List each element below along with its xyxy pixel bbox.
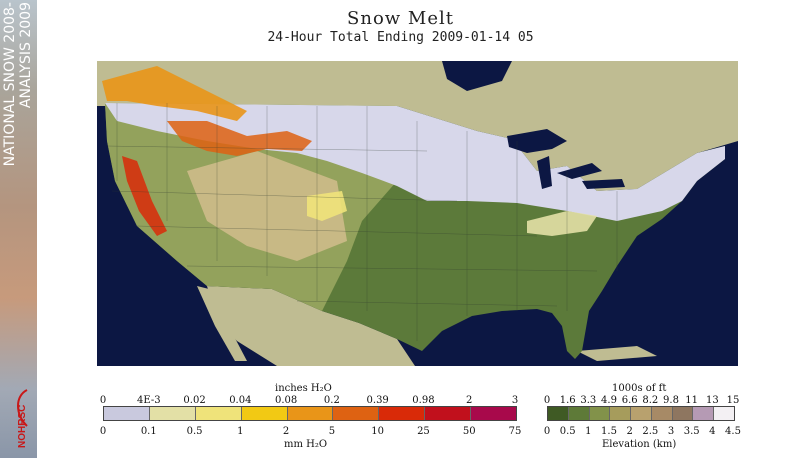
elevation_legend-swatch-3	[610, 407, 632, 420]
elev-top-unit: 1000s of ft	[612, 383, 667, 394]
elevation_legend-swatch-1	[568, 407, 590, 420]
great-lakes	[507, 129, 625, 189]
elevation_legend-top-tick-9: 15	[726, 395, 740, 406]
melt_legend-bottom-tick-2: 0.5	[186, 426, 203, 437]
elevation_legend-top-tick-0: 0	[543, 395, 551, 406]
melt_legend-swatch-8	[471, 407, 517, 420]
snow-melt-northwest	[102, 66, 247, 121]
melt-bottom-unit: mm H₂O	[284, 439, 328, 450]
melt_legend-swatch-6	[379, 407, 426, 420]
nohrsc-logo-text: NOHRSC	[17, 405, 28, 448]
elevation_legend-bottom-tick-2: 1	[585, 426, 592, 437]
melt_legend-bottom-tick-6: 10	[371, 426, 385, 437]
sidebar-banner: NATIONAL SNOW 2008- ANALYSIS 2009 NOHRSC	[0, 0, 37, 458]
elevation_legend-top-tick-7: 11	[685, 395, 699, 406]
melt_legend-top-tick-9: 3	[511, 395, 519, 406]
page-title: Snow Melt	[347, 8, 454, 29]
elevation_legend-swatch-5	[651, 407, 673, 420]
melt_legend-top-tick-6: 0.39	[366, 395, 389, 406]
melt_legend-bottom-tick-7: 25	[417, 426, 430, 437]
mexico-land	[207, 286, 415, 366]
melt_legend-swatch-5	[333, 407, 380, 420]
cuba-land	[577, 346, 657, 361]
melt_legend-top-tick-1: 4E-3	[136, 395, 161, 406]
melt_legend-bottom-tick-3: 1	[237, 426, 244, 437]
melt_legend-bottom-tick-0: 0	[99, 426, 107, 437]
melt_legend-swatch-7	[425, 407, 472, 420]
melt_legend-bottom-tick-4: 2	[282, 426, 290, 437]
elevation_legend-top-tick-6: 9.8	[663, 395, 679, 406]
melt_legend-bottom-tick-9: 75	[508, 426, 522, 437]
melt_legend-top-tick-3: 0.04	[229, 395, 252, 406]
melt_legend-swatch-4	[287, 407, 334, 420]
elevation_legend-bottom-tick-3: 1.5	[601, 426, 617, 437]
elevation_legend-top-tick-5: 8.2	[642, 395, 659, 406]
elevation_legend-swatch-6	[672, 407, 694, 420]
snow-melt-rockies	[167, 121, 312, 156]
melt_legend-swatch-2	[195, 407, 242, 420]
hudson-bay	[442, 61, 512, 91]
melt_legend-top-tick-7: 0.98	[412, 395, 435, 406]
elevation_legend-swatch-4	[631, 407, 652, 420]
page-subtitle: 24-Hour Total Ending 2009-01-14 05	[267, 30, 534, 45]
melt_legend-top-tick-2: 0.02	[183, 395, 206, 406]
elevation_legend-bottom-tick-9: 4.5	[725, 426, 741, 437]
elevation_legend-top-tick-2: 3.3	[580, 395, 597, 406]
elevation_legend-swatch-7	[693, 407, 715, 420]
elevation_legend-bottom-tick-7: 3.5	[683, 426, 700, 437]
elevation_legend-swatch-8	[714, 407, 735, 420]
state-borders	[106, 103, 618, 341]
melt_legend-swatch-3	[241, 407, 288, 420]
elevation_legend-swatch-0	[548, 407, 569, 420]
elevation_legend-bottom-tick-0: 0	[543, 426, 551, 437]
elevation_legend-bottom-tick-5: 2.5	[642, 426, 659, 437]
melt_legend-bottom-tick-5: 5	[328, 426, 336, 437]
elevation_legend-swatch-2	[589, 407, 611, 420]
melt-color-bar	[103, 406, 517, 421]
snow-cover-north	[105, 103, 725, 221]
baja-peninsula	[197, 286, 247, 361]
elevation_legend-bottom-tick-4: 2	[626, 426, 633, 437]
melt_legend-top-tick-0: 0	[99, 395, 107, 406]
melt_legend-bottom-tick-8: 50	[462, 426, 476, 437]
snow-melt-map	[97, 61, 738, 366]
melt_legend-swatch-0	[104, 407, 150, 420]
melt_legend-top-tick-8: 2	[466, 395, 473, 406]
elevation_legend-top-tick-1: 1.6	[559, 395, 576, 406]
elevation_legend-bottom-tick-8: 4	[709, 426, 716, 437]
elev-bottom-unit: Elevation (km)	[602, 439, 677, 450]
snow-melt-appalachia	[527, 211, 597, 236]
melt_legend-top-tick-4: 0.08	[274, 395, 298, 406]
canada-land	[97, 61, 738, 191]
melt_legend-bottom-tick-1: 0.1	[140, 426, 157, 437]
snow-melt-sierra	[122, 156, 167, 236]
melt-top-unit: inches H₂O	[275, 383, 332, 394]
elevation_legend-bottom-tick-1: 0.5	[559, 426, 576, 437]
melt_legend-top-tick-5: 0.2	[323, 395, 340, 406]
elevation_legend-top-tick-8: 13	[705, 395, 719, 406]
logo-swoosh-icon	[17, 389, 28, 427]
nohrsc-logo: NOHRSC	[17, 389, 28, 448]
melt_legend-swatch-1	[149, 407, 196, 420]
elevation_legend-bottom-tick-6: 3	[667, 426, 675, 437]
elevation_legend-top-tick-4: 6.6	[621, 395, 638, 406]
elevation_legend-top-tick-3: 4.9	[601, 395, 617, 406]
elev-color-bar	[547, 406, 735, 421]
